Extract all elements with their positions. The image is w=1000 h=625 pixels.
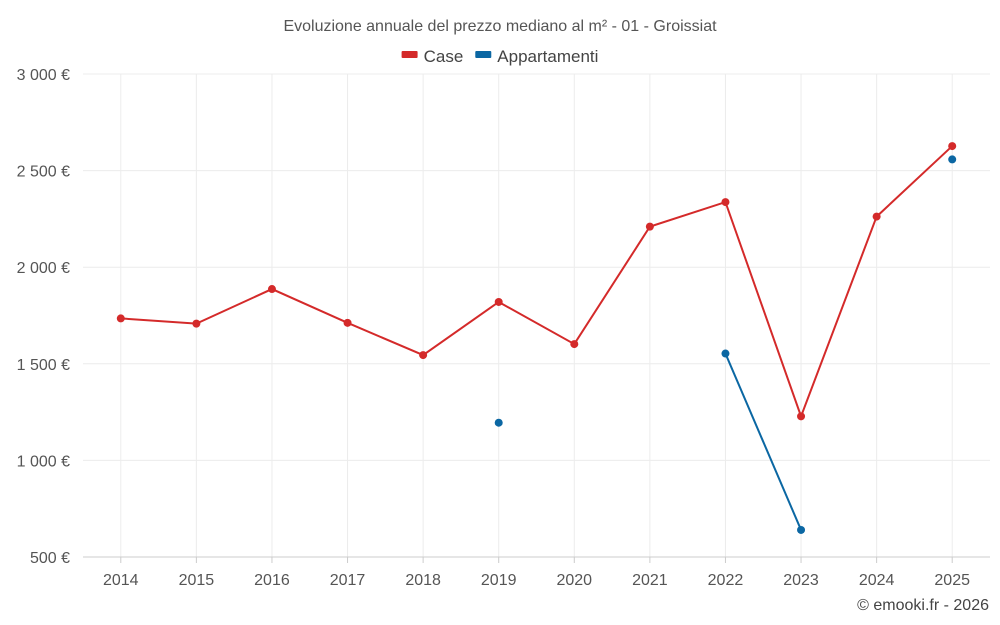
x-tick-label: 2016 — [254, 572, 290, 589]
x-tick-label: 2019 — [481, 572, 517, 589]
x-tick-label: 2018 — [405, 572, 441, 589]
chart-title: Evoluzione annuale del prezzo mediano al… — [283, 18, 717, 35]
series-appartamenti — [494, 155, 957, 534]
data-point-case-2025[interactable] — [948, 142, 957, 151]
y-tick-label: 1 500 € — [17, 357, 70, 374]
data-point-case-2017[interactable] — [343, 318, 352, 327]
x-tick-label: 2024 — [859, 572, 895, 589]
data-point-case-2015[interactable] — [192, 319, 201, 328]
y-tick-label: 1 000 € — [17, 453, 70, 470]
series-line-appartamenti — [724, 353, 802, 531]
legend-swatch-appartamenti — [475, 51, 492, 58]
data-point-appartamenti-2025[interactable] — [948, 155, 957, 164]
y-tick-label: 2 000 € — [17, 260, 70, 277]
x-tick-label: 2020 — [556, 572, 592, 589]
data-point-appartamenti-2019[interactable] — [494, 418, 503, 427]
series-line-case — [120, 145, 953, 420]
x-tick-label: 2015 — [179, 572, 215, 589]
y-tick-label: 500 € — [30, 550, 70, 567]
x-tick-label: 2023 — [783, 572, 819, 589]
x-tick-label: 2014 — [103, 572, 139, 589]
x-tick-label: 2022 — [708, 572, 744, 589]
legend-item-case[interactable]: Case — [401, 47, 464, 66]
x-axis: 2014 2015 2016 2017 2018 2019 2020 2021 2022 2023… — [83, 556, 990, 589]
legend-label-appartamenti: Appartamenti — [497, 47, 598, 66]
credit-label: © emooki.fr - 2026 — [857, 597, 989, 614]
x-tick-label: 2021 — [632, 572, 668, 589]
data-point-case-2024[interactable] — [872, 212, 881, 221]
legend-label-case: Case — [424, 47, 464, 66]
y-tick-label: 3 000 € — [17, 67, 70, 84]
series-layer — [116, 142, 957, 534]
x-tick-label: 2025 — [934, 572, 970, 589]
y-tick-label: 2 500 € — [17, 164, 70, 181]
data-point-case-2021[interactable] — [645, 222, 654, 231]
data-point-case-2016[interactable] — [267, 285, 276, 294]
data-point-case-2019[interactable] — [494, 297, 503, 306]
data-point-case-2018[interactable] — [419, 351, 428, 360]
data-point-case-2022[interactable] — [721, 198, 730, 207]
legend[interactable]: Case Appartamenti — [401, 47, 599, 66]
y-axis: 500 € 1 000 € 1 500 € 2 000 € 2 500 € 3 000 € — [17, 67, 70, 567]
data-point-appartamenti-2022[interactable] — [721, 349, 730, 358]
data-point-case-2020[interactable] — [570, 340, 579, 349]
data-point-appartamenti-2023[interactable] — [797, 525, 806, 534]
x-tick-label: 2017 — [330, 572, 366, 589]
gridlines — [83, 73, 990, 558]
legend-item-appartamenti[interactable]: Appartamenti — [475, 47, 598, 66]
data-point-case-2014[interactable] — [116, 314, 125, 323]
data-point-case-2023[interactable] — [797, 412, 806, 421]
series-case — [116, 142, 957, 421]
legend-swatch-case — [401, 51, 418, 58]
